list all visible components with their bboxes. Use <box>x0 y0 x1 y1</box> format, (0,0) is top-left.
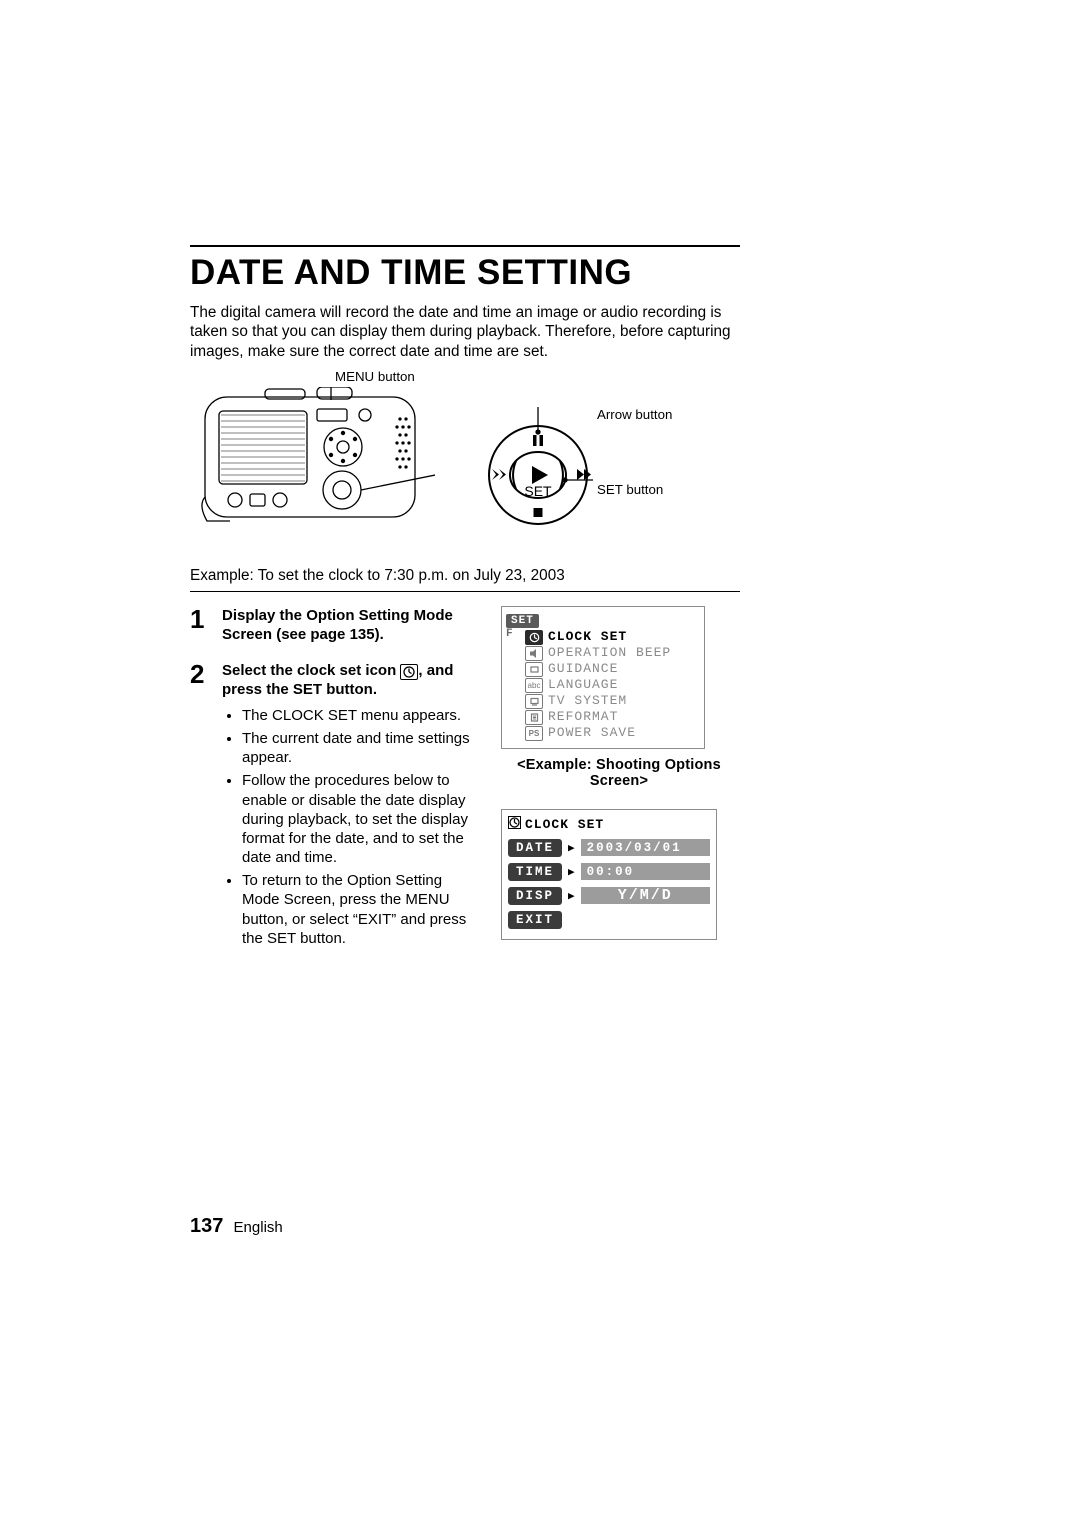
set-button-label: SET button <box>597 482 663 497</box>
step-number: 2 <box>190 661 212 952</box>
set-dial-illustration: SET <box>483 407 593 542</box>
f-label: F <box>506 628 521 640</box>
menu-item-reformat[interactable]: REFORMAT <box>525 710 700 726</box>
menu-label: POWER SAVE <box>548 726 636 741</box>
date-value: 2003/03/01 <box>581 839 710 856</box>
reformat-icon <box>525 710 543 725</box>
menu-label: LANGUAGE <box>548 678 618 693</box>
camera-illustration <box>195 387 435 542</box>
bullet-item: The current date and time settings appea… <box>242 729 483 767</box>
time-chip: TIME <box>508 863 562 881</box>
page-content: DATE AND TIME SETTING The digital camera… <box>190 245 740 962</box>
bullet-item: The CLOCK SET menu appears. <box>242 706 483 725</box>
steps-column: 1 Display the Option Setting Mode Screen… <box>190 606 483 962</box>
clock-row-time[interactable]: TIME ▶ 00:00 <box>508 863 710 881</box>
bullet-item: Follow the procedures below to enable or… <box>242 771 483 867</box>
clock-set-title-text: CLOCK SET <box>525 817 604 832</box>
exit-chip: EXIT <box>508 911 562 929</box>
example-line: Example: To set the clock to 7:30 p.m. o… <box>190 567 740 585</box>
dial-set-text: SET <box>524 483 552 499</box>
page-footer: 137 English <box>190 1215 283 1238</box>
arrow-icon: ▶ <box>568 841 575 855</box>
camera-diagram: MENU button Arrow button SET button <box>190 369 740 559</box>
tv-icon <box>525 694 543 709</box>
arrow-icon: ▶ <box>568 889 575 903</box>
menu-label: REFORMAT <box>548 710 618 725</box>
clock-row-date[interactable]: DATE ▶ 2003/03/01 <box>508 839 710 857</box>
step-head-pre: Select the clock set icon <box>222 662 400 679</box>
disp-value: Y/M/D <box>581 887 710 904</box>
set-badge: SET <box>506 614 539 628</box>
disp-chip: DISP <box>508 887 562 905</box>
clock-set-title: CLOCK SET <box>508 816 710 833</box>
page-title: DATE AND TIME SETTING <box>190 245 740 293</box>
menu-label: OPERATION BEEP <box>548 646 671 661</box>
menu-item-language[interactable]: abc LANGUAGE <box>525 678 700 694</box>
menu-item-clock-set[interactable]: CLOCK SET <box>525 630 700 646</box>
clock-icon <box>525 630 543 645</box>
step-number: 1 <box>190 606 212 651</box>
clock-set-panel: CLOCK SET DATE ▶ 2003/03/01 TIME ▶ 00:00… <box>501 809 717 940</box>
menu-button-label: MENU button <box>335 369 415 384</box>
panels-column: SET F CLOCK SET OPERATION BEEP <box>501 606 737 962</box>
menu-label: TV SYSTEM <box>548 694 627 709</box>
clock-row-disp[interactable]: DISP ▶ Y/M/D <box>508 887 710 905</box>
language-icon: abc <box>525 678 543 693</box>
menu-item-operation-beep[interactable]: OPERATION BEEP <box>525 646 700 662</box>
footer-language: English <box>234 1219 283 1236</box>
menu-item-guidance[interactable]: GUIDANCE <box>525 662 700 678</box>
menu-item-tv-system[interactable]: TV SYSTEM <box>525 694 700 710</box>
guidance-icon <box>525 662 543 677</box>
date-chip: DATE <box>508 839 562 857</box>
panel-caption: <Example: Shooting Options Screen> <box>501 757 737 789</box>
arrow-icon: ▶ <box>568 865 575 879</box>
step-heading: Display the Option Setting Mode Screen (… <box>222 606 483 645</box>
menu-label: CLOCK SET <box>548 630 627 645</box>
clock-row-exit[interactable]: EXIT <box>508 911 710 929</box>
power-save-icon: PS <box>525 726 543 741</box>
page-number: 137 <box>190 1215 223 1237</box>
divider <box>190 591 740 592</box>
menu-label: GUIDANCE <box>548 662 618 677</box>
arrow-button-label: Arrow button <box>597 407 672 422</box>
clock-icon <box>400 664 418 680</box>
bullet-item: To return to the Option Setting Mode Scr… <box>242 871 483 948</box>
clock-icon <box>508 816 521 833</box>
speaker-icon <box>525 646 543 661</box>
time-value: 00:00 <box>581 863 710 880</box>
menu-item-power-save[interactable]: PS POWER SAVE <box>525 726 700 742</box>
step-heading: Select the clock set icon , and press th… <box>222 661 483 700</box>
options-menu-panel: SET F CLOCK SET OPERATION BEEP <box>501 606 705 749</box>
intro-paragraph: The digital camera will record the date … <box>190 303 740 361</box>
